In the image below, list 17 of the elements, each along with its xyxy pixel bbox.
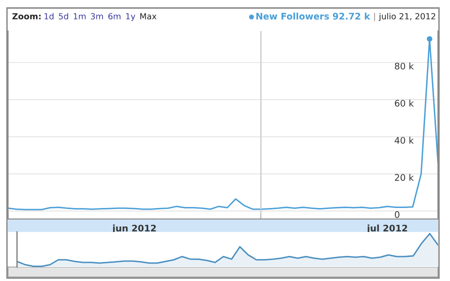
text: julio 21, 2012 — [378, 12, 436, 22]
text: Zoom: — [12, 13, 41, 20]
text: 5d — [58, 12, 68, 20]
y-tick-label: 0 — [394, 211, 400, 218]
text: 1y — [126, 13, 136, 22]
text: | — [374, 12, 375, 22]
text: 1d — [44, 12, 54, 20]
text: 6m — [108, 13, 120, 20]
y-tick-label: 20 k — [394, 174, 414, 181]
y-tick-label: 40 k — [394, 136, 414, 144]
text: 92.72 k — [332, 12, 370, 20]
text: Max — [140, 13, 156, 20]
y-tick-label: 80 k — [394, 62, 414, 70]
text: 1m — [74, 13, 86, 20]
legend-label: New Followers — [256, 12, 329, 20]
y-tick-label: 60 k — [394, 100, 414, 107]
text: 3m — [90, 13, 103, 20]
